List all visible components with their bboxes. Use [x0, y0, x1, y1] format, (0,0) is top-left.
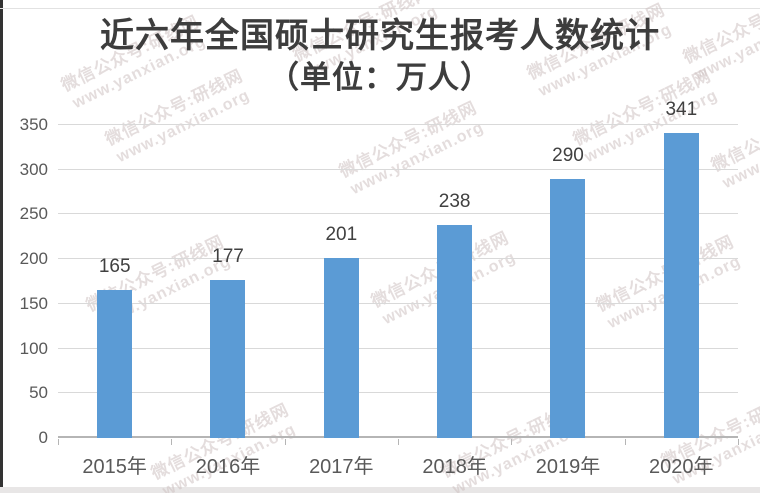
- gridline: [58, 168, 738, 170]
- bar-value-label: 165: [98, 256, 131, 278]
- bar-slot: 341 2020年: [625, 100, 738, 478]
- y-tick-label: 0: [38, 428, 48, 447]
- left-border: [0, 0, 3, 493]
- bar: [550, 178, 586, 438]
- gridline: [58, 347, 738, 349]
- x-category-label: 2016年: [195, 456, 261, 478]
- bar-value-label: 177: [212, 245, 244, 267]
- axis-tick: [624, 439, 626, 445]
- bar-slot: 290 2019年: [511, 125, 624, 478]
- bar-value-label: 238: [438, 191, 471, 213]
- y-tick-label: 150: [19, 293, 48, 313]
- bar-value-label: 341: [665, 99, 698, 121]
- chart-title-block: 近六年全国硕士研究生报考人数统计 （单位：万人）: [0, 14, 760, 98]
- bar: [97, 290, 133, 438]
- x-category-label: 2020年: [649, 456, 714, 478]
- bar-slot: 165 2015年: [58, 125, 171, 478]
- top-divider-line: [0, 8, 760, 9]
- y-tick-label: 300: [19, 159, 48, 179]
- bar: [210, 279, 246, 438]
- y-tick-label: 50: [29, 383, 48, 403]
- bar-value-label: 201: [325, 224, 358, 246]
- gridline: [58, 258, 738, 260]
- bar-slots: 165 2015年 177 2016年 201 2017年 238 2018年 290 2019年…: [58, 100, 738, 478]
- plot-area: 0 50 100 150 200 250 300 350 165 2015年 177 2016年 201…: [20, 100, 739, 478]
- bar-value-label: 290: [552, 144, 584, 166]
- y-tick-label: 200: [19, 249, 48, 269]
- axis-tick: [398, 439, 399, 445]
- x-category-label: 2019年: [535, 456, 601, 478]
- bottom-divider-strip: [0, 487, 760, 493]
- x-category-label: 2018年: [422, 456, 487, 478]
- axis-tick: [58, 439, 59, 445]
- chart-title: 近六年全国硕士研究生报考人数统计: [100, 16, 660, 56]
- gridline: [58, 124, 738, 125]
- bar-slot: 238 2018年: [398, 125, 511, 478]
- axis-tick: [738, 439, 739, 445]
- bar-slot: 177 2016年: [171, 125, 284, 478]
- axis-tick: [284, 439, 286, 445]
- axis-tick: [511, 439, 513, 445]
- y-tick-label: 350: [19, 115, 48, 134]
- x-category-label: 2017年: [309, 456, 374, 478]
- y-tick-label: 250: [19, 204, 48, 224]
- bar: [437, 225, 473, 438]
- bar-slot: 201 2017年: [285, 125, 398, 478]
- x-category-label: 2015年: [82, 456, 147, 478]
- gridline: [58, 302, 738, 304]
- y-tick-label: 100: [19, 338, 48, 358]
- axis-tick: [171, 439, 173, 445]
- x-axis-line: [58, 436, 738, 438]
- bar: [323, 258, 359, 438]
- gridline: [58, 392, 738, 394]
- chart-subtitle: （单位：万人）: [268, 60, 492, 96]
- bar: [663, 133, 699, 438]
- gridline: [58, 213, 738, 215]
